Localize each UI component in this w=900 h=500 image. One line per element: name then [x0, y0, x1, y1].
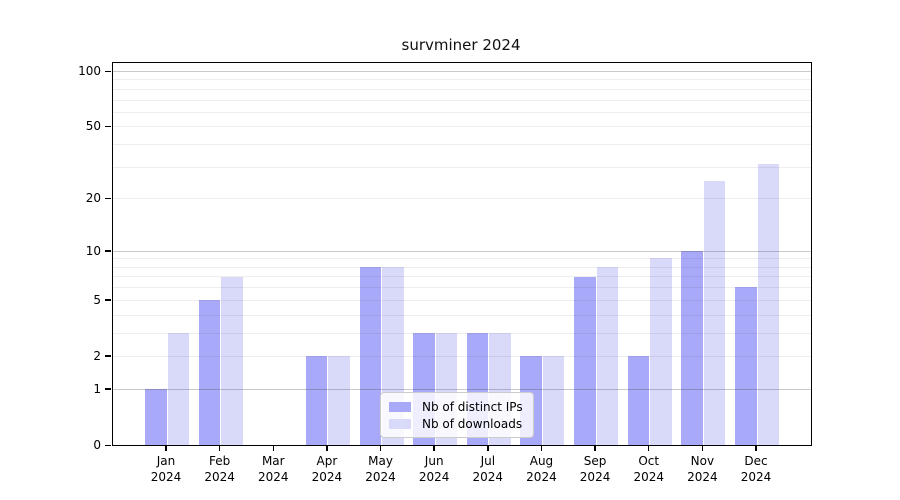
- gridline-20: [113, 198, 811, 200]
- x-tick-label-mar: Mar 2024: [257, 454, 289, 484]
- y-tick-label-5: 5: [93, 292, 101, 307]
- gridline-2: [113, 355, 811, 357]
- x-tick-label-apr: Apr 2024: [311, 454, 343, 484]
- y-tick-50: [105, 125, 111, 128]
- gridline-1: [113, 388, 811, 390]
- y-tick-label-1: 1: [93, 381, 101, 396]
- gridline-100: [113, 71, 811, 72]
- bar-downloads-sep: [596, 266, 619, 445]
- y-tick-label-20: 20: [85, 191, 101, 206]
- gridline-90: [113, 79, 811, 81]
- gridline-70: [113, 99, 811, 101]
- bar-downloads-apr: [328, 355, 350, 445]
- gridline-9: [113, 258, 811, 260]
- bar-distinct-ips-apr: [305, 355, 328, 445]
- chart-title: survminer 2024: [401, 36, 521, 54]
- x-tick-apr: [326, 446, 328, 451]
- y-tick-label-50: 50: [85, 119, 101, 134]
- y-tick-20: [105, 197, 111, 200]
- y-tick-1: [105, 388, 111, 390]
- x-tick-dec: [755, 446, 757, 451]
- x-tick-mar: [272, 446, 275, 451]
- x-tick-jun: [433, 446, 435, 451]
- gridline-50: [113, 126, 811, 128]
- legend-label-downloads: Nb of downloads: [422, 416, 523, 431]
- gridline-4: [113, 314, 811, 316]
- gridline-7: [113, 276, 811, 278]
- bar-distinct-ips-jan: [145, 388, 167, 445]
- x-tick-sep: [594, 446, 596, 451]
- y-tick-2: [105, 355, 111, 357]
- gridline-6: [113, 287, 811, 289]
- x-tick-oct: [647, 446, 650, 451]
- x-tick-may: [379, 446, 382, 451]
- bar-downloads-oct: [650, 258, 672, 445]
- bar-downloads-nov: [703, 180, 726, 445]
- x-tick-label-oct: Oct 2024: [633, 454, 664, 484]
- x-tick-jan: [165, 446, 167, 451]
- bar-downloads-jan: [167, 332, 189, 445]
- gridline-3: [113, 332, 811, 334]
- bar-distinct-ips-nov: [681, 250, 703, 445]
- x-tick-jul: [487, 446, 489, 451]
- x-tick-feb: [218, 446, 221, 451]
- x-tick-label-feb: Feb 2024: [204, 454, 235, 484]
- legend-swatch-downloads: [389, 418, 411, 429]
- x-tick-label-jan: Jan 2024: [150, 454, 182, 484]
- y-tick-label-10: 10: [85, 243, 101, 258]
- legend-item-distinct-ips: Nb of distinct IPs: [389, 398, 523, 415]
- bar-downloads-dec: [757, 164, 779, 445]
- gridline-40: [113, 144, 811, 146]
- x-tick-label-aug: Aug 2024: [526, 454, 557, 484]
- bar-distinct-ips-feb: [198, 299, 221, 445]
- x-tick-nov: [701, 446, 704, 451]
- gridlines-layer: [113, 63, 811, 445]
- legend-item-downloads: Nb of downloads: [389, 415, 523, 432]
- y-tick-0: [105, 444, 111, 446]
- gridline-30: [113, 166, 811, 168]
- y-tick-100: [105, 70, 111, 72]
- y-tick-label-2: 2: [93, 348, 101, 363]
- x-tick-label-sep: Sep 2024: [579, 454, 611, 484]
- legend: Nb of distinct IPs Nb of downloads: [380, 392, 534, 438]
- bar-distinct-ips-sep: [574, 276, 596, 445]
- plot-area: Nb of distinct IPs Nb of downloads: [112, 62, 812, 446]
- legend-swatch-distinct-ips: [389, 401, 411, 412]
- bar-downloads-feb: [221, 276, 243, 445]
- gridline-8: [113, 266, 811, 268]
- x-tick-label-dec: Dec 2024: [740, 454, 772, 484]
- bar-distinct-ips-dec: [735, 287, 757, 445]
- y-tick-label-0: 0: [93, 438, 101, 452]
- bar-distinct-ips-oct: [627, 355, 650, 445]
- bar-distinct-ips-may: [359, 266, 382, 445]
- x-tick-label-may: May 2024: [365, 454, 396, 484]
- bar-downloads-aug: [542, 355, 565, 445]
- gridline-5: [113, 299, 811, 301]
- gridline-60: [113, 111, 811, 113]
- gridline-80: [113, 88, 811, 90]
- legend-label-distinct-ips: Nb of distinct IPs: [422, 399, 523, 414]
- x-tick-label-nov: Nov 2024: [687, 454, 718, 484]
- y-tick-label-100: 100: [78, 64, 101, 78]
- x-tick-label-jun: Jun 2024: [418, 454, 450, 484]
- x-tick-aug: [540, 446, 543, 451]
- gridline-10: [113, 250, 811, 252]
- y-tick-5: [105, 299, 111, 301]
- y-tick-10: [105, 250, 111, 252]
- x-tick-label-jul: Jul 2024: [472, 454, 504, 484]
